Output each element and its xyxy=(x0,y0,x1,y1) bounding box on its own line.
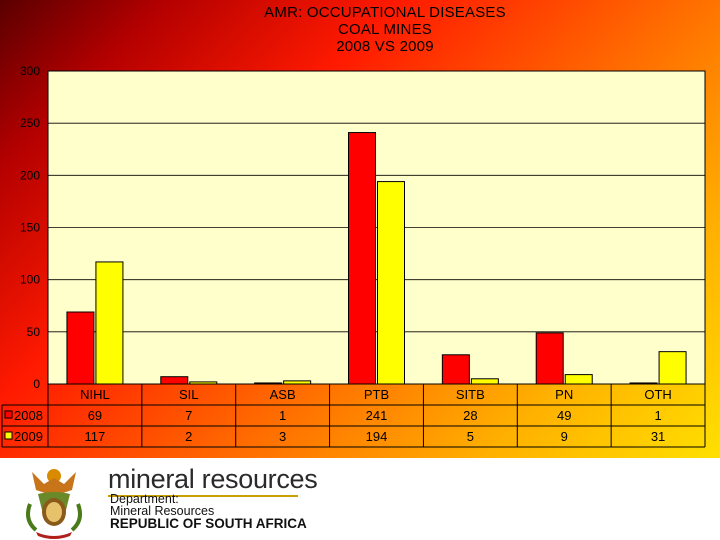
x-category-label: SIL xyxy=(179,387,199,402)
chart-title-line-3: 2008 VS 2009 xyxy=(336,38,434,55)
bar-2009-nihl xyxy=(95,261,124,385)
data-label: 9 xyxy=(561,429,568,444)
country-name: REPUBLIC OF SOUTH AFRICA xyxy=(110,516,307,531)
brand-name: mineral resources xyxy=(108,464,318,494)
y-tick-label: 200 xyxy=(20,168,40,182)
bar-2009-oth xyxy=(658,351,687,385)
chart-title: AMR: OCCUPATIONAL DISEASES COAL MINES 20… xyxy=(220,4,550,55)
x-category-label: OTH xyxy=(644,387,671,402)
legend-key-2008 xyxy=(4,410,13,419)
y-tick-label: 300 xyxy=(20,64,40,78)
bar-2009-pn xyxy=(564,374,593,385)
bar-2008-sitb xyxy=(441,354,470,385)
bar-2008-sil xyxy=(160,376,189,385)
data-label: 3 xyxy=(279,429,286,444)
bar-2008-oth xyxy=(629,382,658,385)
data-label: 28 xyxy=(463,408,477,423)
legend-label-2009: 2009 xyxy=(14,429,43,444)
data-label: 241 xyxy=(366,408,388,423)
bar-2008-ptb xyxy=(348,132,376,385)
bar-2009-asb xyxy=(283,380,312,385)
bar-2008-asb xyxy=(254,382,283,385)
data-label: 194 xyxy=(366,429,388,444)
y-tick-label: 250 xyxy=(20,116,40,130)
data-label: 69 xyxy=(88,408,102,423)
y-tick-label: 150 xyxy=(20,221,40,235)
data-label: 49 xyxy=(557,408,571,423)
y-tick-label: 50 xyxy=(27,325,41,339)
x-category-label: ASB xyxy=(270,387,296,402)
chart-title-line-1: AMR: OCCUPATIONAL DISEASES xyxy=(264,4,506,21)
data-label: 1 xyxy=(654,408,661,423)
coat-of-arms-logo xyxy=(26,469,82,539)
department-name: Mineral Resources xyxy=(110,504,215,518)
chart-title-line-2: COAL MINES xyxy=(338,21,432,38)
data-label: 7 xyxy=(185,408,192,423)
data-label: 1 xyxy=(279,408,286,423)
x-category-label: PTB xyxy=(364,387,389,402)
x-category-label: SITB xyxy=(456,387,485,402)
brand-divider xyxy=(108,495,298,497)
data-label: 31 xyxy=(651,429,665,444)
data-label: 117 xyxy=(85,429,106,444)
department-label: Department: xyxy=(110,492,179,506)
legend-key-2009 xyxy=(4,431,13,440)
legend-label-2008: 2008 xyxy=(14,408,43,423)
bar-2009-ptb xyxy=(377,181,405,385)
data-label: 2 xyxy=(185,429,192,444)
bar-2008-nihl xyxy=(66,311,95,385)
bar-chart: 0 50 100 150 200 250 300 NIHL SIL ASB PTB SITB PN OTH… xyxy=(1,64,706,448)
x-category-label: PN xyxy=(555,387,573,402)
y-tick-label: 0 xyxy=(33,377,40,391)
data-label: 5 xyxy=(467,429,474,444)
bar-2009-sil xyxy=(189,381,218,385)
x-category-label: NIHL xyxy=(80,387,110,402)
bar-2009-sitb xyxy=(470,378,499,385)
footer: mineral resources Department: Mineral Re… xyxy=(0,458,720,540)
y-tick-label: 100 xyxy=(20,273,40,287)
bar-2008-pn xyxy=(535,332,564,385)
